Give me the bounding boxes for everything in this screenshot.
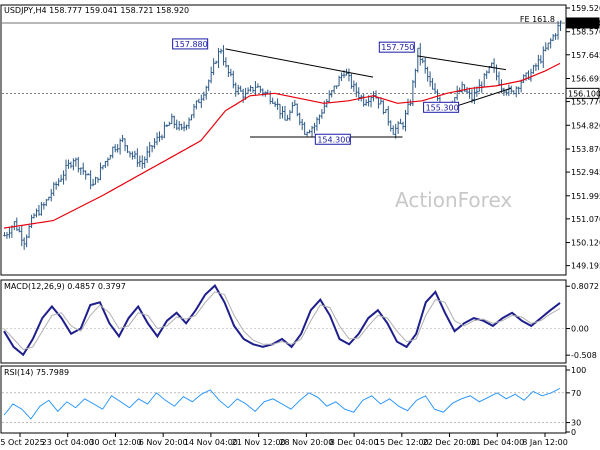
y-tick-label: 150.120 xyxy=(571,239,600,248)
moving-average-line xyxy=(3,62,561,229)
chart-title: USDJPY,H4 158.777 159.041 158.721 158.92… xyxy=(4,6,189,15)
annotation-box xyxy=(378,41,415,53)
y-tick-label: 155.770 xyxy=(571,98,600,107)
x-tick-label: 30 Oct 12:00 xyxy=(89,438,141,447)
y-tick-label: 159.520 xyxy=(571,4,600,13)
x-tick-label: 21 Nov 12:00 xyxy=(232,438,286,447)
main-y-axis: 159.520 158.570 157.645 156.695 155.770 154.8… xyxy=(566,4,600,271)
x-tick-label: 28 Nov 20:00 xyxy=(279,438,333,447)
rsi-panel-frame xyxy=(0,365,567,434)
macd-line xyxy=(3,284,561,357)
price-tag xyxy=(565,87,600,99)
rsi-title: RSI(14) 75.7989 xyxy=(4,368,69,377)
annotation-box xyxy=(172,38,209,50)
price-tag-label: 156.100 xyxy=(568,89,600,98)
fe-label: FE 161.8 xyxy=(520,15,555,24)
y-tick-label: 152.945 xyxy=(571,168,600,177)
annotation-label: 157.750 xyxy=(381,43,414,52)
annotation-label: 157.880 xyxy=(175,40,208,49)
macd-signal-line xyxy=(3,291,561,351)
price-plot: 157.880 157.750 154.300 155.300 FE 161.8 158.… xyxy=(2,15,600,250)
y-tick-label: 149.195 xyxy=(571,262,600,271)
macd-tick-label: 0.00 xyxy=(571,325,589,334)
rsi-plot xyxy=(2,387,565,423)
y-tick-label: 151.070 xyxy=(571,215,600,224)
y-tick-label: 153.870 xyxy=(571,145,600,154)
y-tick-label: 151.995 xyxy=(571,192,600,201)
price-tag-label: 158.920 xyxy=(568,19,600,28)
annotation-box xyxy=(423,101,460,113)
y-tick-label: 154.820 xyxy=(571,121,600,130)
rsi-y-axis: 100 70 300 xyxy=(566,366,586,437)
x-tick-label: 31 Dec 04:00 xyxy=(470,438,524,447)
rsi-tick-label: 0 xyxy=(571,428,576,437)
price-tag xyxy=(565,17,600,29)
annotation-box xyxy=(314,133,351,145)
x-tick-label: 15 Oct 2025 xyxy=(0,438,45,447)
rsi-line xyxy=(3,387,561,420)
x-tick-label: 23 Oct 04:00 xyxy=(42,438,94,447)
main-panel-frame xyxy=(0,4,567,276)
y-tick-label: 157.645 xyxy=(571,51,600,60)
x-tick-label: 6 Nov 20:00 xyxy=(139,438,188,447)
trendline-upper-1 xyxy=(225,48,374,78)
x-tick-label: 14 Nov 04:00 xyxy=(184,438,238,447)
rsi-tick-label: 70 xyxy=(571,389,581,398)
macd-panel-frame xyxy=(0,279,567,364)
annotation-label: 155.300 xyxy=(426,103,459,112)
annotation-label: 154.300 xyxy=(317,135,350,144)
x-tick-label: 8 Dec 04:00 xyxy=(330,438,379,447)
rsi-tick-label: 100 xyxy=(571,366,586,375)
macd-title: MACD(12,26,9) 0.4857 0.3797 xyxy=(4,282,126,291)
macd-tick-label: -0.508 xyxy=(571,351,597,360)
x-tick-label: 15 Dec 12:00 xyxy=(375,438,429,447)
macd-y-axis: 0.8072 0.00 -0.508 xyxy=(566,282,599,360)
y-tick-label: 158.570 xyxy=(571,28,600,37)
x-tick-label: 22 Dec 20:00 xyxy=(423,438,477,447)
y-tick-label: 156.695 xyxy=(571,74,600,83)
rsi-tick-label: 30 xyxy=(571,419,581,428)
x-tick-label: 8 Jan 12:00 xyxy=(522,438,568,447)
watermark: ActionForex xyxy=(395,188,512,212)
trendline-upper-2 xyxy=(417,55,506,71)
macd-plot xyxy=(2,284,565,357)
macd-tick-label: 0.8072 xyxy=(571,282,599,291)
